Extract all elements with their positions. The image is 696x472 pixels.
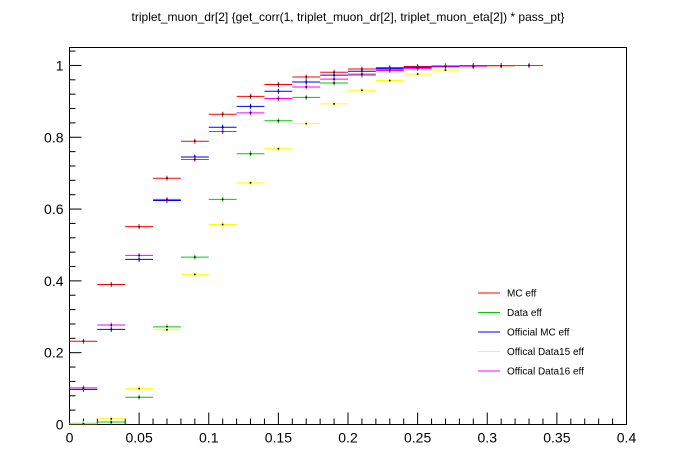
data-point: [459, 63, 488, 69]
data-point: [180, 138, 209, 144]
data-point: [292, 94, 321, 100]
data-point: [180, 254, 209, 260]
axis-ticks: 0 0.05 0.1 0.15 0.2 0.25 0.3 0.35 0.4 0 0.2 0.4 0.6 0…: [44, 50, 637, 446]
data-point: [236, 110, 265, 116]
data-point: [153, 327, 181, 333]
y-tick-label: 0.4: [44, 273, 64, 289]
data-point: [515, 62, 543, 68]
data-point: [236, 151, 265, 157]
x-tick-label: 0.25: [404, 430, 431, 446]
data-series: [69, 62, 543, 427]
data-point: [180, 157, 209, 163]
series-data-eff: [69, 62, 543, 426]
y-tick-label: 1: [56, 57, 64, 73]
data-point: [292, 79, 321, 85]
data-point: [125, 386, 154, 392]
data-point: [292, 84, 321, 90]
legend-item: Data eff: [478, 308, 542, 319]
data-point: [264, 118, 293, 124]
data-point: [292, 74, 321, 80]
x-tick-label: 0.15: [265, 430, 292, 446]
x-tick-label: 0.4: [617, 430, 637, 446]
data-point: [153, 175, 181, 181]
x-tick-label: 0.35: [543, 430, 570, 446]
data-point: [153, 196, 181, 202]
data-point: [125, 394, 154, 400]
x-tick-label: 0.1: [199, 430, 219, 446]
legend-item: Official MC eff: [478, 328, 570, 339]
data-point: [431, 64, 460, 70]
chart-title: triplet_muon_dr[2] {get_corr(1, triplet_…: [132, 10, 565, 24]
x-tick-label: 0.05: [126, 430, 153, 446]
legend-item: Offical Data16 eff: [478, 367, 584, 378]
data-point: [97, 281, 126, 287]
data-point: [236, 93, 265, 99]
legend-item: MC eff: [478, 289, 536, 300]
data-point: [208, 129, 237, 135]
y-tick-label: 0: [56, 417, 64, 433]
legend-label: Offical Data15 eff: [507, 347, 584, 358]
legend-item: Offical Data15 eff: [478, 347, 584, 358]
legend-label: Data eff: [507, 308, 542, 319]
legend: MC eff Data eff Official MC eff Offical Dat…: [478, 289, 584, 378]
data-point: [403, 65, 432, 71]
data-point: [348, 87, 376, 93]
data-point: [208, 124, 237, 130]
data-point: [320, 76, 348, 82]
series-offical-data16-eff: [69, 62, 543, 391]
data-point: [487, 63, 516, 69]
data-point: [320, 101, 348, 107]
legend-label: Offical Data16 eff: [507, 367, 584, 378]
data-point: [236, 103, 265, 109]
data-point: [69, 421, 98, 427]
data-point: [403, 71, 432, 77]
data-point: [208, 222, 237, 228]
data-point: [208, 111, 237, 117]
data-point: [236, 180, 265, 186]
data-point: [264, 146, 293, 152]
data-point: [125, 252, 154, 258]
x-tick-label: 0: [66, 430, 74, 446]
data-point: [69, 385, 98, 391]
data-point: [180, 271, 209, 277]
series-mc-eff: [69, 62, 543, 344]
series-official-mc-eff: [69, 62, 543, 392]
data-point: [97, 326, 126, 332]
data-point: [292, 121, 321, 127]
data-point: [97, 322, 126, 328]
data-point: [348, 71, 376, 77]
data-point: [97, 416, 126, 422]
x-tick-label: 0.3: [478, 430, 498, 446]
x-tick-label: 0.2: [338, 430, 358, 446]
legend-label: Official MC eff: [507, 328, 570, 339]
y-tick-label: 0.2: [44, 345, 64, 361]
data-point: [69, 338, 98, 344]
data-point: [375, 67, 404, 73]
series-offical-data15-eff: [69, 62, 543, 427]
data-point: [208, 196, 237, 202]
legend-label: MC eff: [507, 289, 536, 300]
y-tick-label: 0.6: [44, 201, 64, 217]
data-point: [375, 78, 404, 84]
data-point: [264, 88, 293, 94]
data-point: [264, 81, 293, 87]
data-point: [125, 224, 154, 230]
data-point: [264, 95, 293, 101]
y-tick-label: 0.8: [44, 129, 64, 145]
